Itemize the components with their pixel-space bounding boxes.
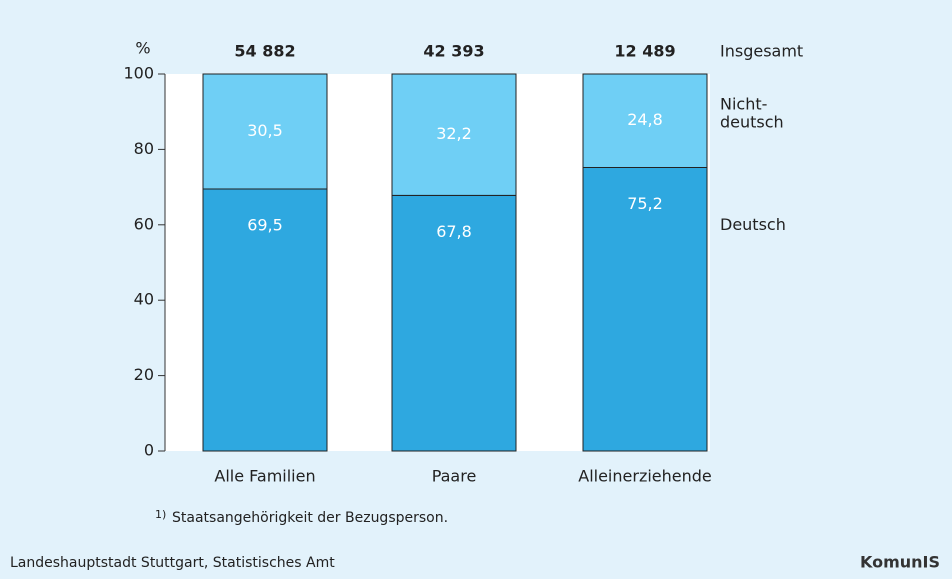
y-tick-label: 0 [144,441,154,460]
x-tick-label: Alle Familien [214,467,315,486]
footnote: Staatsangehörigkeit der Bezugsperson. [172,510,448,526]
y-tick-label: 100 [123,64,154,83]
y-tick-label: 60 [134,214,154,233]
source: Landeshauptstadt Stuttgart, Statistische… [10,555,335,571]
x-tick-label: Paare [432,467,477,486]
legend-label-line: Nicht- [720,94,767,113]
y-tick-label: 40 [134,290,154,309]
bar-segment [391,194,517,452]
value-label: 75,2 [627,194,663,213]
totals-label: Insgesamt [720,42,803,61]
legend-label-line: deutsch [720,112,784,131]
value-label: 30,5 [247,121,283,140]
bar-segment [202,188,328,452]
legend-label: Deutsch [720,215,786,234]
value-label: 32,2 [436,124,472,143]
y-tick-label: 20 [134,365,154,384]
value-label: 67,8 [436,222,472,241]
bar-segment [391,73,517,196]
total-label: 54 882 [234,42,295,61]
bar-segment [202,73,328,190]
total-label: 12 489 [614,42,675,61]
bar-segment [582,166,708,452]
y-axis-label: % [135,39,150,58]
bar-segment [582,73,708,168]
logo: KomunIS [860,553,940,572]
y-tick-label: 80 [134,139,154,158]
value-label: 69,5 [247,215,283,234]
legend-label: Nicht-deutsch [720,94,784,131]
footnote-marker: 1) [155,508,166,521]
total-label: 42 393 [423,42,484,61]
value-label: 24,8 [627,110,663,129]
x-tick-label: Alleinerziehende [578,467,712,486]
